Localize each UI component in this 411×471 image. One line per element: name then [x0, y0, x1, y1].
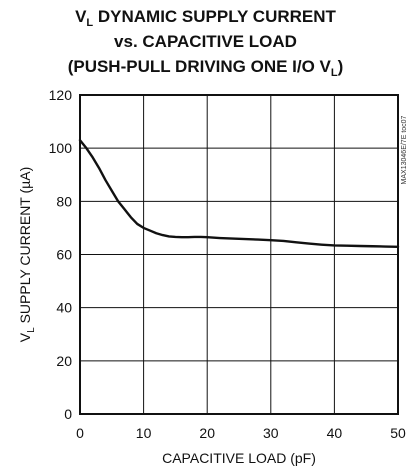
y-tick-label: 80 — [56, 193, 72, 209]
x-tick-label: 40 — [327, 425, 343, 441]
y-tick-label: 20 — [56, 353, 72, 369]
chart-title-line-1: VL DYNAMIC SUPPLY CURRENT — [75, 7, 336, 29]
x-tick-label: 50 — [390, 425, 406, 441]
chart-title-line-3: (PUSH-PULL DRIVING ONE I/O VL) — [67, 57, 344, 79]
y-axis-label: VL SUPPLY CURRENT (µA) — [17, 167, 37, 342]
y-tick-label: 60 — [56, 247, 72, 263]
y-tick-label: 0 — [64, 406, 72, 422]
grid-lines — [79, 94, 399, 415]
y-tick-label: 100 — [49, 140, 73, 156]
x-tick-label: 30 — [263, 425, 279, 441]
x-tick-labels: 0 10 20 30 40 50 — [76, 425, 406, 441]
x-axis-label: CAPACITIVE LOAD (pF) — [162, 450, 316, 466]
x-tick-label: 20 — [199, 425, 215, 441]
x-tick-label: 10 — [136, 425, 152, 441]
plot-frame — [79, 94, 399, 415]
y-tick-label: 40 — [56, 300, 72, 316]
figure-code-label: MAX13046E/7E toc07 — [401, 115, 408, 184]
x-tick-label: 0 — [76, 425, 84, 441]
series-line — [78, 138, 400, 248]
y-tick-label: 120 — [49, 87, 73, 103]
y-tick-labels: 0 20 40 60 80 100 120 — [49, 87, 73, 422]
chart-title-line-2: vs. CAPACITIVE LOAD — [114, 32, 297, 51]
